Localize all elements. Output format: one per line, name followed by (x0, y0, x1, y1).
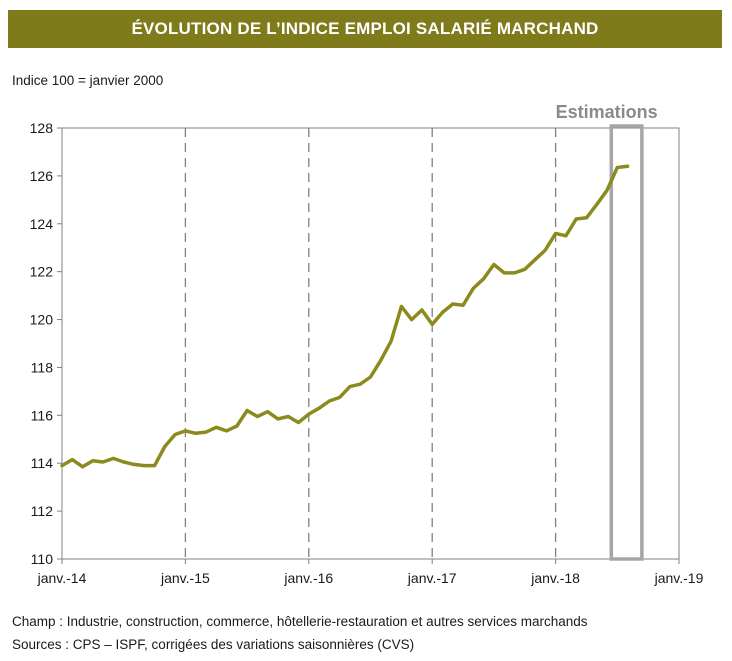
series-line-emploi (60, 164, 630, 469)
x-tick-label: janv.-15 (160, 570, 210, 586)
footnote-champ: Champ : Industrie, construction, commerc… (12, 614, 588, 629)
x-axis: janv.-14 janv.-15 janv.-16 janv.-17 janv.-18… (37, 559, 704, 586)
data-point (266, 410, 269, 413)
data-point (410, 318, 413, 321)
data-point (143, 464, 146, 467)
data-point (297, 421, 300, 424)
data-point (348, 385, 351, 388)
data-point (513, 271, 516, 274)
estimations-label: Estimations (556, 102, 658, 122)
data-point (369, 376, 372, 379)
data-point (338, 396, 341, 399)
data-point (328, 399, 331, 402)
data-point (163, 445, 166, 448)
data-point (534, 258, 537, 261)
y-tick-label: 120 (30, 312, 54, 328)
data-point (482, 277, 485, 280)
data-point (91, 459, 94, 462)
vertical-grid (184, 128, 557, 559)
data-point (462, 304, 465, 307)
x-tick-label: janv.-19 (654, 570, 704, 586)
data-point (71, 458, 74, 461)
estimations-box (609, 124, 644, 561)
data-point (431, 323, 434, 326)
y-tick-label: 124 (30, 216, 54, 232)
data-point (194, 432, 197, 435)
data-point (503, 271, 506, 274)
data-point (626, 165, 629, 168)
data-point (215, 426, 218, 429)
y-axis: 110 112 114 116 118 120 122 124 126 128 (30, 120, 62, 567)
data-point (184, 429, 187, 432)
data-point (153, 464, 156, 467)
data-point (420, 308, 423, 311)
data-point (379, 359, 382, 362)
data-point (102, 461, 105, 464)
data-point (544, 249, 547, 252)
plot-area (61, 127, 680, 560)
data-point (564, 234, 567, 237)
y-tick-label: 126 (30, 168, 54, 184)
y-tick-label: 116 (31, 407, 54, 423)
data-point (359, 383, 362, 386)
data-point (606, 189, 609, 192)
data-point (174, 433, 177, 436)
data-point (595, 203, 598, 206)
data-point (225, 429, 228, 432)
data-point (246, 409, 249, 412)
data-point (318, 407, 321, 410)
data-point (204, 431, 207, 434)
y-tick-label: 114 (31, 455, 54, 471)
footnote-sources: Sources : CPS – ISPF, corrigées des vari… (12, 637, 415, 652)
data-point (441, 311, 444, 314)
data-point (472, 287, 475, 290)
data-point (307, 413, 310, 416)
x-tick-label: janv.-17 (407, 570, 457, 586)
data-point (256, 415, 259, 418)
x-tick-label: janv.-18 (530, 570, 580, 586)
x-tick-label: janv.-14 (37, 570, 87, 586)
y-tick-label: 122 (30, 264, 54, 280)
data-point (400, 305, 403, 308)
index-base-label: Indice 100 = janvier 2000 (12, 73, 164, 88)
data-point (112, 457, 115, 460)
chart-title: ÉVOLUTION DE L’INDICE EMPLOI SALARIÉ MAR… (8, 10, 722, 48)
data-point (235, 425, 238, 428)
x-tick-label: janv.-16 (283, 570, 333, 586)
data-point (122, 461, 125, 464)
data-point (585, 216, 588, 219)
data-point (61, 464, 64, 467)
data-point (276, 417, 279, 420)
y-tick-label: 118 (31, 359, 54, 375)
data-point (451, 302, 454, 305)
y-tick-label: 128 (30, 120, 54, 136)
data-point (616, 166, 619, 169)
y-tick-label: 112 (31, 503, 54, 519)
y-tick-label: 110 (31, 551, 54, 567)
data-point (523, 268, 526, 271)
data-point (390, 340, 393, 343)
data-point (132, 463, 135, 466)
data-point (575, 217, 578, 220)
data-point (287, 415, 290, 418)
data-point (492, 263, 495, 266)
data-point (554, 232, 557, 235)
data-point (81, 465, 84, 468)
